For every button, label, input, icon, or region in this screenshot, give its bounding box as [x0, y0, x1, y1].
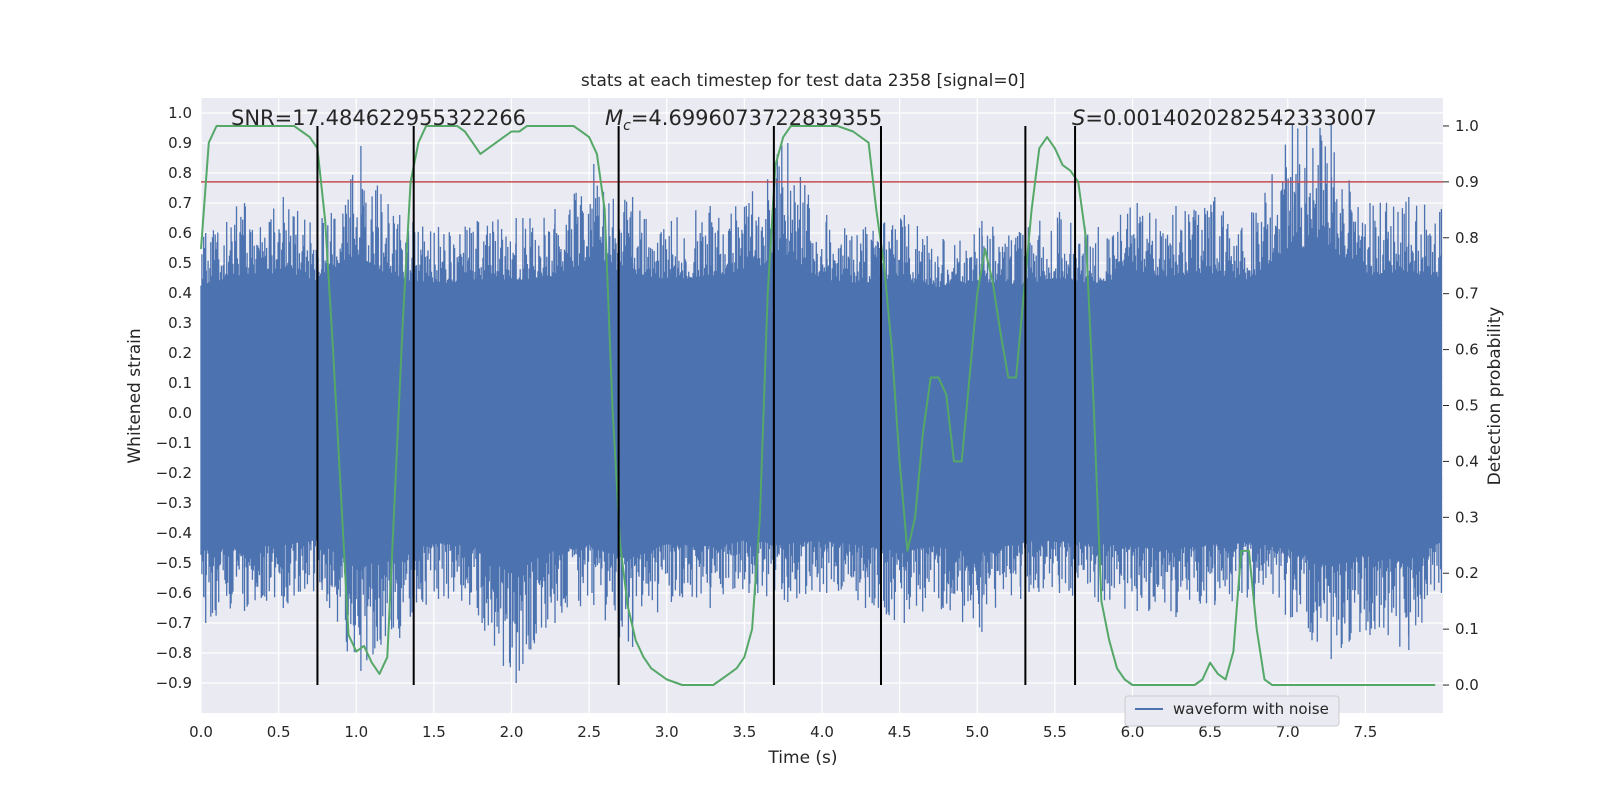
legend-label: waveform with noise: [1173, 700, 1329, 718]
chirp-mass-symbol: M: [605, 106, 623, 130]
x-tick-label: 1.5: [422, 723, 446, 741]
x-tick-label: 7.0: [1276, 723, 1300, 741]
y-tick-label: 0.3: [168, 314, 192, 332]
y2-tick-label: 0.9: [1455, 173, 1479, 191]
y-tick-label: −0.9: [156, 674, 192, 692]
waveform-series: [200, 125, 1443, 683]
x-tick-label: 6.5: [1198, 723, 1222, 741]
detection-probability-series: [200, 125, 1436, 686]
chirp-mass-subscript: c: [623, 118, 631, 134]
y-tick-label: 0.4: [168, 284, 192, 302]
snr-annotation: SNR=17.484622955322266: [231, 106, 526, 130]
y-tick-label: 0.9: [168, 134, 192, 152]
y2-tick-label: 0.7: [1455, 285, 1479, 303]
y-tick-label: −0.8: [156, 644, 192, 662]
y-tick-label: −0.5: [156, 554, 192, 572]
x-tick-label: 2.0: [500, 723, 524, 741]
y-tick-label: 1.0: [168, 104, 192, 122]
x-tick-label: 0.0: [189, 723, 213, 741]
x-tick-label: 5.5: [1043, 723, 1067, 741]
y2-tick-label: 0.0: [1455, 676, 1479, 694]
y-tick-label: 0.7: [168, 194, 192, 212]
y-axis-label: Whitened strain: [125, 328, 145, 463]
x-tick-label: 1.0: [344, 723, 368, 741]
legend: waveform with noise: [1124, 695, 1340, 727]
y2-axis-ticks: 0.0 0.1 0.2 0.3 0.4 0.5 0.6 0.7 0.8 0.9 1.0: [1443, 117, 1479, 694]
x-tick-label: 2.5: [577, 723, 601, 741]
y-tick-label: 0.1: [168, 374, 192, 392]
x-axis-label: Time (s): [767, 748, 837, 768]
y2-tick-label: 0.5: [1455, 397, 1479, 415]
y-tick-label: 0.8: [168, 164, 192, 182]
y-tick-label: 0.5: [168, 254, 192, 272]
y-tick-label: −0.3: [156, 494, 192, 512]
chart-title: stats at each timestep for test data 235…: [581, 71, 1025, 91]
x-tick-label: 0.5: [267, 723, 291, 741]
x-tick-label: 6.0: [1121, 723, 1145, 741]
x-tick-label: 7.5: [1353, 723, 1377, 741]
waveform-trace: [200, 125, 1443, 683]
y2-tick-label: 0.4: [1455, 452, 1479, 470]
x-tick-label: 3.5: [732, 723, 756, 741]
y-axis-ticks: −0.9 −0.8 −0.7 −0.6 −0.5 −0.4 −0.3 −0.2 −0.1 0.0 0…: [156, 104, 192, 692]
s-symbol: S: [1072, 106, 1085, 130]
y2-tick-label: 0.1: [1455, 620, 1479, 638]
vertical-markers: [316, 125, 1077, 686]
x-tick-label: 4.5: [888, 723, 912, 741]
x-tick-label: 3.0: [655, 723, 679, 741]
y-tick-label: 0.0: [168, 404, 192, 422]
y2-tick-label: 0.2: [1455, 564, 1479, 582]
y-tick-label: −0.6: [156, 584, 192, 602]
s-value: =0.0014020282542333007: [1085, 106, 1377, 130]
y-tick-label: 0.2: [168, 344, 192, 362]
x-tick-label: 5.0: [965, 723, 989, 741]
y2-tick-label: 0.3: [1455, 508, 1479, 526]
y2-tick-label: 1.0: [1455, 117, 1479, 135]
y-tick-label: −0.1: [156, 434, 192, 452]
legend-box: [1124, 695, 1340, 727]
chirp-mass-annotation: Mc=4.6996073722839355: [605, 106, 882, 134]
y-tick-label: −0.4: [156, 524, 192, 542]
y-tick-label: −0.2: [156, 464, 192, 482]
detection-probability-line: [200, 125, 1436, 686]
y-tick-label: 0.6: [168, 224, 192, 242]
y2-tick-label: 0.6: [1455, 341, 1479, 359]
chirp-mass-value: =4.6996073722839355: [631, 106, 882, 130]
x-axis-ticks: 0.0 0.5 1.0 1.5 2.0 2.5 3.0 3.5 4.0 4.5 5.0 5.5 6.0 6…: [189, 723, 1377, 741]
y2-axis-label: Detection probability: [1485, 307, 1505, 486]
y2-tick-label: 0.8: [1455, 229, 1479, 247]
s-annotation: S=0.0014020282542333007: [1072, 106, 1377, 130]
y-tick-label: −0.7: [156, 614, 192, 632]
x-tick-label: 4.0: [810, 723, 834, 741]
